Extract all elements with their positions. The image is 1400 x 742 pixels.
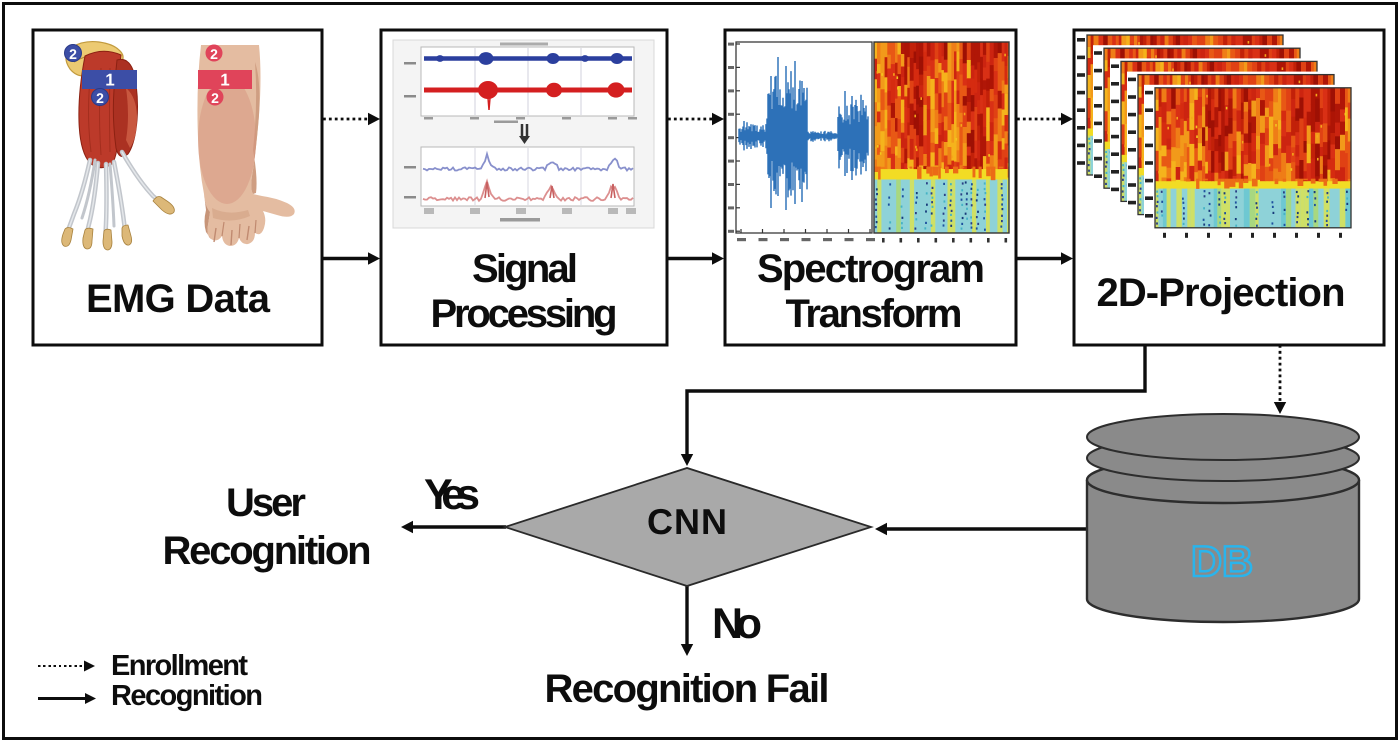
- svg-text:Transform: Transform: [786, 292, 963, 336]
- svg-text:CNN: CNN: [647, 501, 727, 542]
- svg-text:Yes: Yes: [424, 471, 480, 519]
- svg-text:1: 1: [105, 71, 114, 90]
- svg-text:EMG Data: EMG Data: [86, 277, 271, 321]
- svg-text:1: 1: [220, 71, 229, 90]
- svg-text:2: 2: [96, 90, 104, 106]
- svg-text:Recognition: Recognition: [163, 529, 372, 573]
- svg-text:DB: DB: [1191, 538, 1253, 586]
- svg-text:Signal: Signal: [472, 247, 578, 291]
- svg-text:Recognition: Recognition: [111, 680, 263, 712]
- svg-text:2: 2: [69, 46, 77, 62]
- svg-text:Enrollment: Enrollment: [111, 650, 248, 682]
- svg-text:Spectrogram: Spectrogram: [757, 247, 985, 291]
- svg-text:Processing: Processing: [431, 292, 618, 336]
- svg-text:2: 2: [211, 90, 219, 106]
- svg-text:Recognition Fail: Recognition Fail: [545, 667, 830, 711]
- svg-text:User: User: [226, 481, 306, 525]
- svg-text:2: 2: [210, 46, 218, 62]
- svg-text:No: No: [712, 600, 762, 648]
- svg-text:2D-Projection: 2D-Projection: [1097, 271, 1346, 315]
